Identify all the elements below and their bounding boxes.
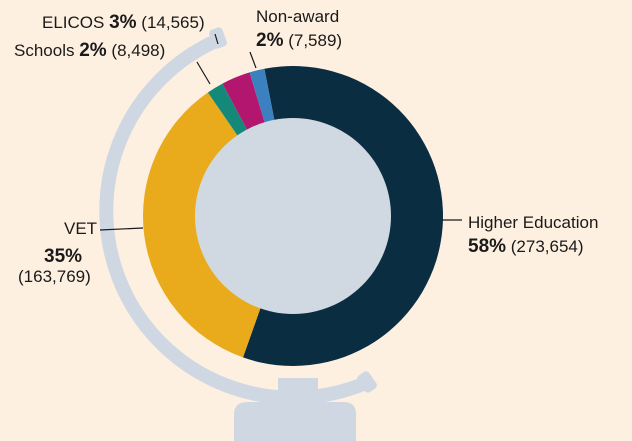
percent-label: 35% (44, 246, 82, 267)
category-label: Schools (14, 41, 74, 60)
value-label: (7,589) (288, 31, 342, 50)
category-label: Higher Education (468, 213, 598, 232)
percent-label: 2% (256, 30, 284, 51)
value-label: (163,769) (18, 267, 91, 286)
value-label: (273,654) (511, 237, 584, 256)
label-non-award: 2% (7,589) (256, 30, 342, 51)
value-label: (14,565) (141, 13, 204, 32)
category-label: Non-award (256, 7, 339, 26)
donut-hole (195, 118, 391, 314)
percent-label: 3% (109, 12, 137, 33)
category-label: VET (64, 219, 97, 238)
globe-base (234, 402, 356, 441)
globe-neck (278, 378, 318, 404)
value-label: (8,498) (111, 41, 165, 60)
chart: ELICOS 3% (14,565) Schools 2% (8,498) No… (0, 0, 632, 441)
leader-line (250, 52, 256, 68)
leader-line (197, 62, 210, 84)
label-higher-education: 58% (273,654) (468, 236, 584, 257)
label-schools: Schools 2% (8,498) (14, 40, 165, 61)
percent-label: 58% (468, 236, 506, 257)
category-label: ELICOS (42, 13, 104, 32)
percent-label: 2% (79, 40, 107, 61)
label-elicos: ELICOS 3% (14,565) (42, 12, 205, 33)
